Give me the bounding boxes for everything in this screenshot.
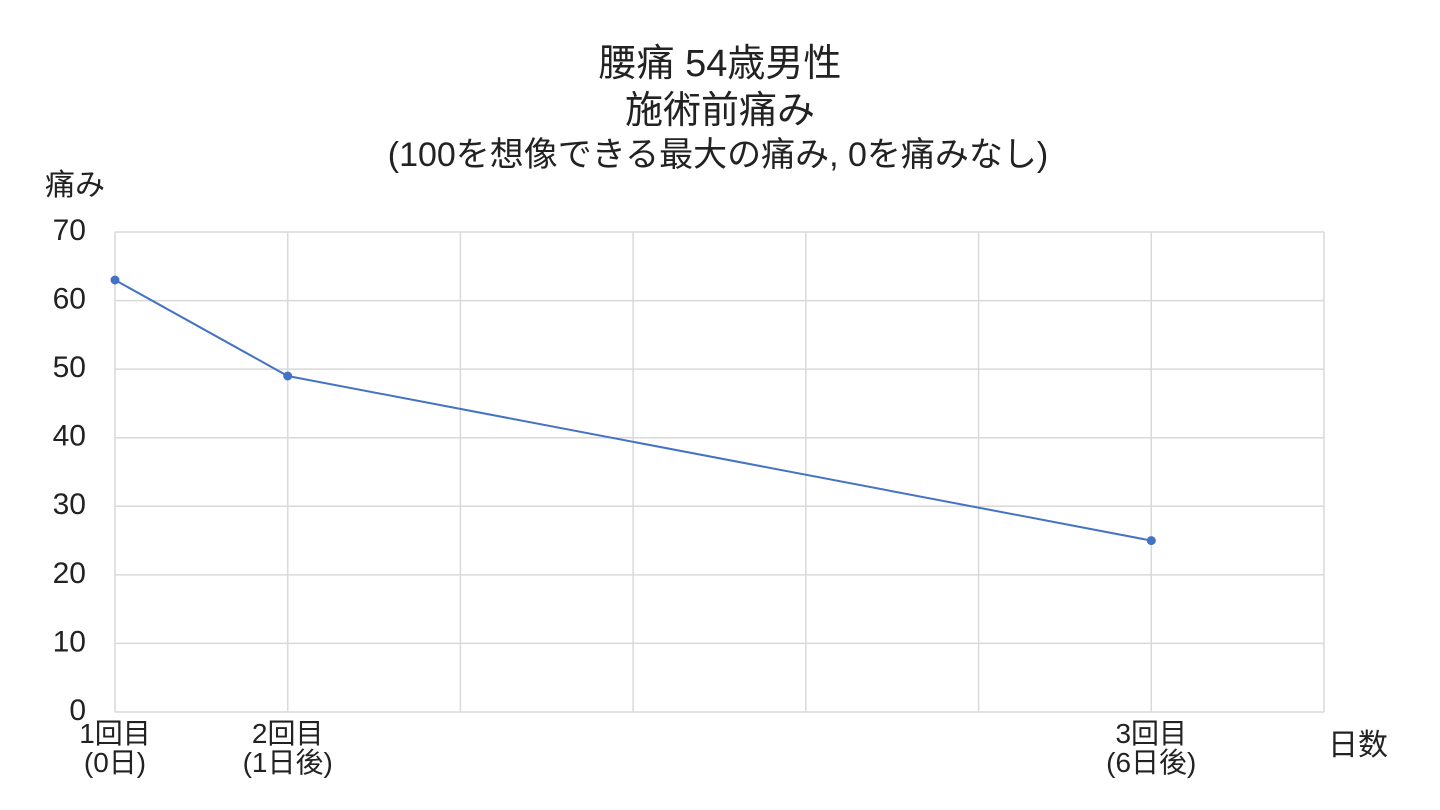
y-tick-label: 20 xyxy=(53,557,86,590)
y-tick-label: 10 xyxy=(53,625,86,658)
y-tick-label: 40 xyxy=(53,420,86,453)
data-point xyxy=(1146,536,1156,546)
chart-title: 腰痛 54歳男性 xyxy=(599,43,842,85)
y-tick-label: 70 xyxy=(53,214,86,247)
y-tick-label: 50 xyxy=(53,351,86,384)
chart-title: 施術前痛み xyxy=(625,90,815,132)
x-axis-label: 日数 xyxy=(1328,729,1388,762)
data-point xyxy=(110,275,120,285)
x-tick-label: 1回目(0日) xyxy=(79,718,151,778)
y-tick-label: 0 xyxy=(69,694,86,727)
y-tick-label: 30 xyxy=(53,488,86,521)
x-tick-label: 2回目(1日後) xyxy=(243,718,333,778)
x-tick-label: 3回目(6日後) xyxy=(1106,718,1196,778)
chart-subtitle: (100を想像できる最大の痛み, 0を痛みなし) xyxy=(388,136,1049,174)
y-tick-label: 60 xyxy=(53,282,86,315)
y-axis-label: 痛み xyxy=(45,169,105,202)
data-point xyxy=(283,371,293,381)
